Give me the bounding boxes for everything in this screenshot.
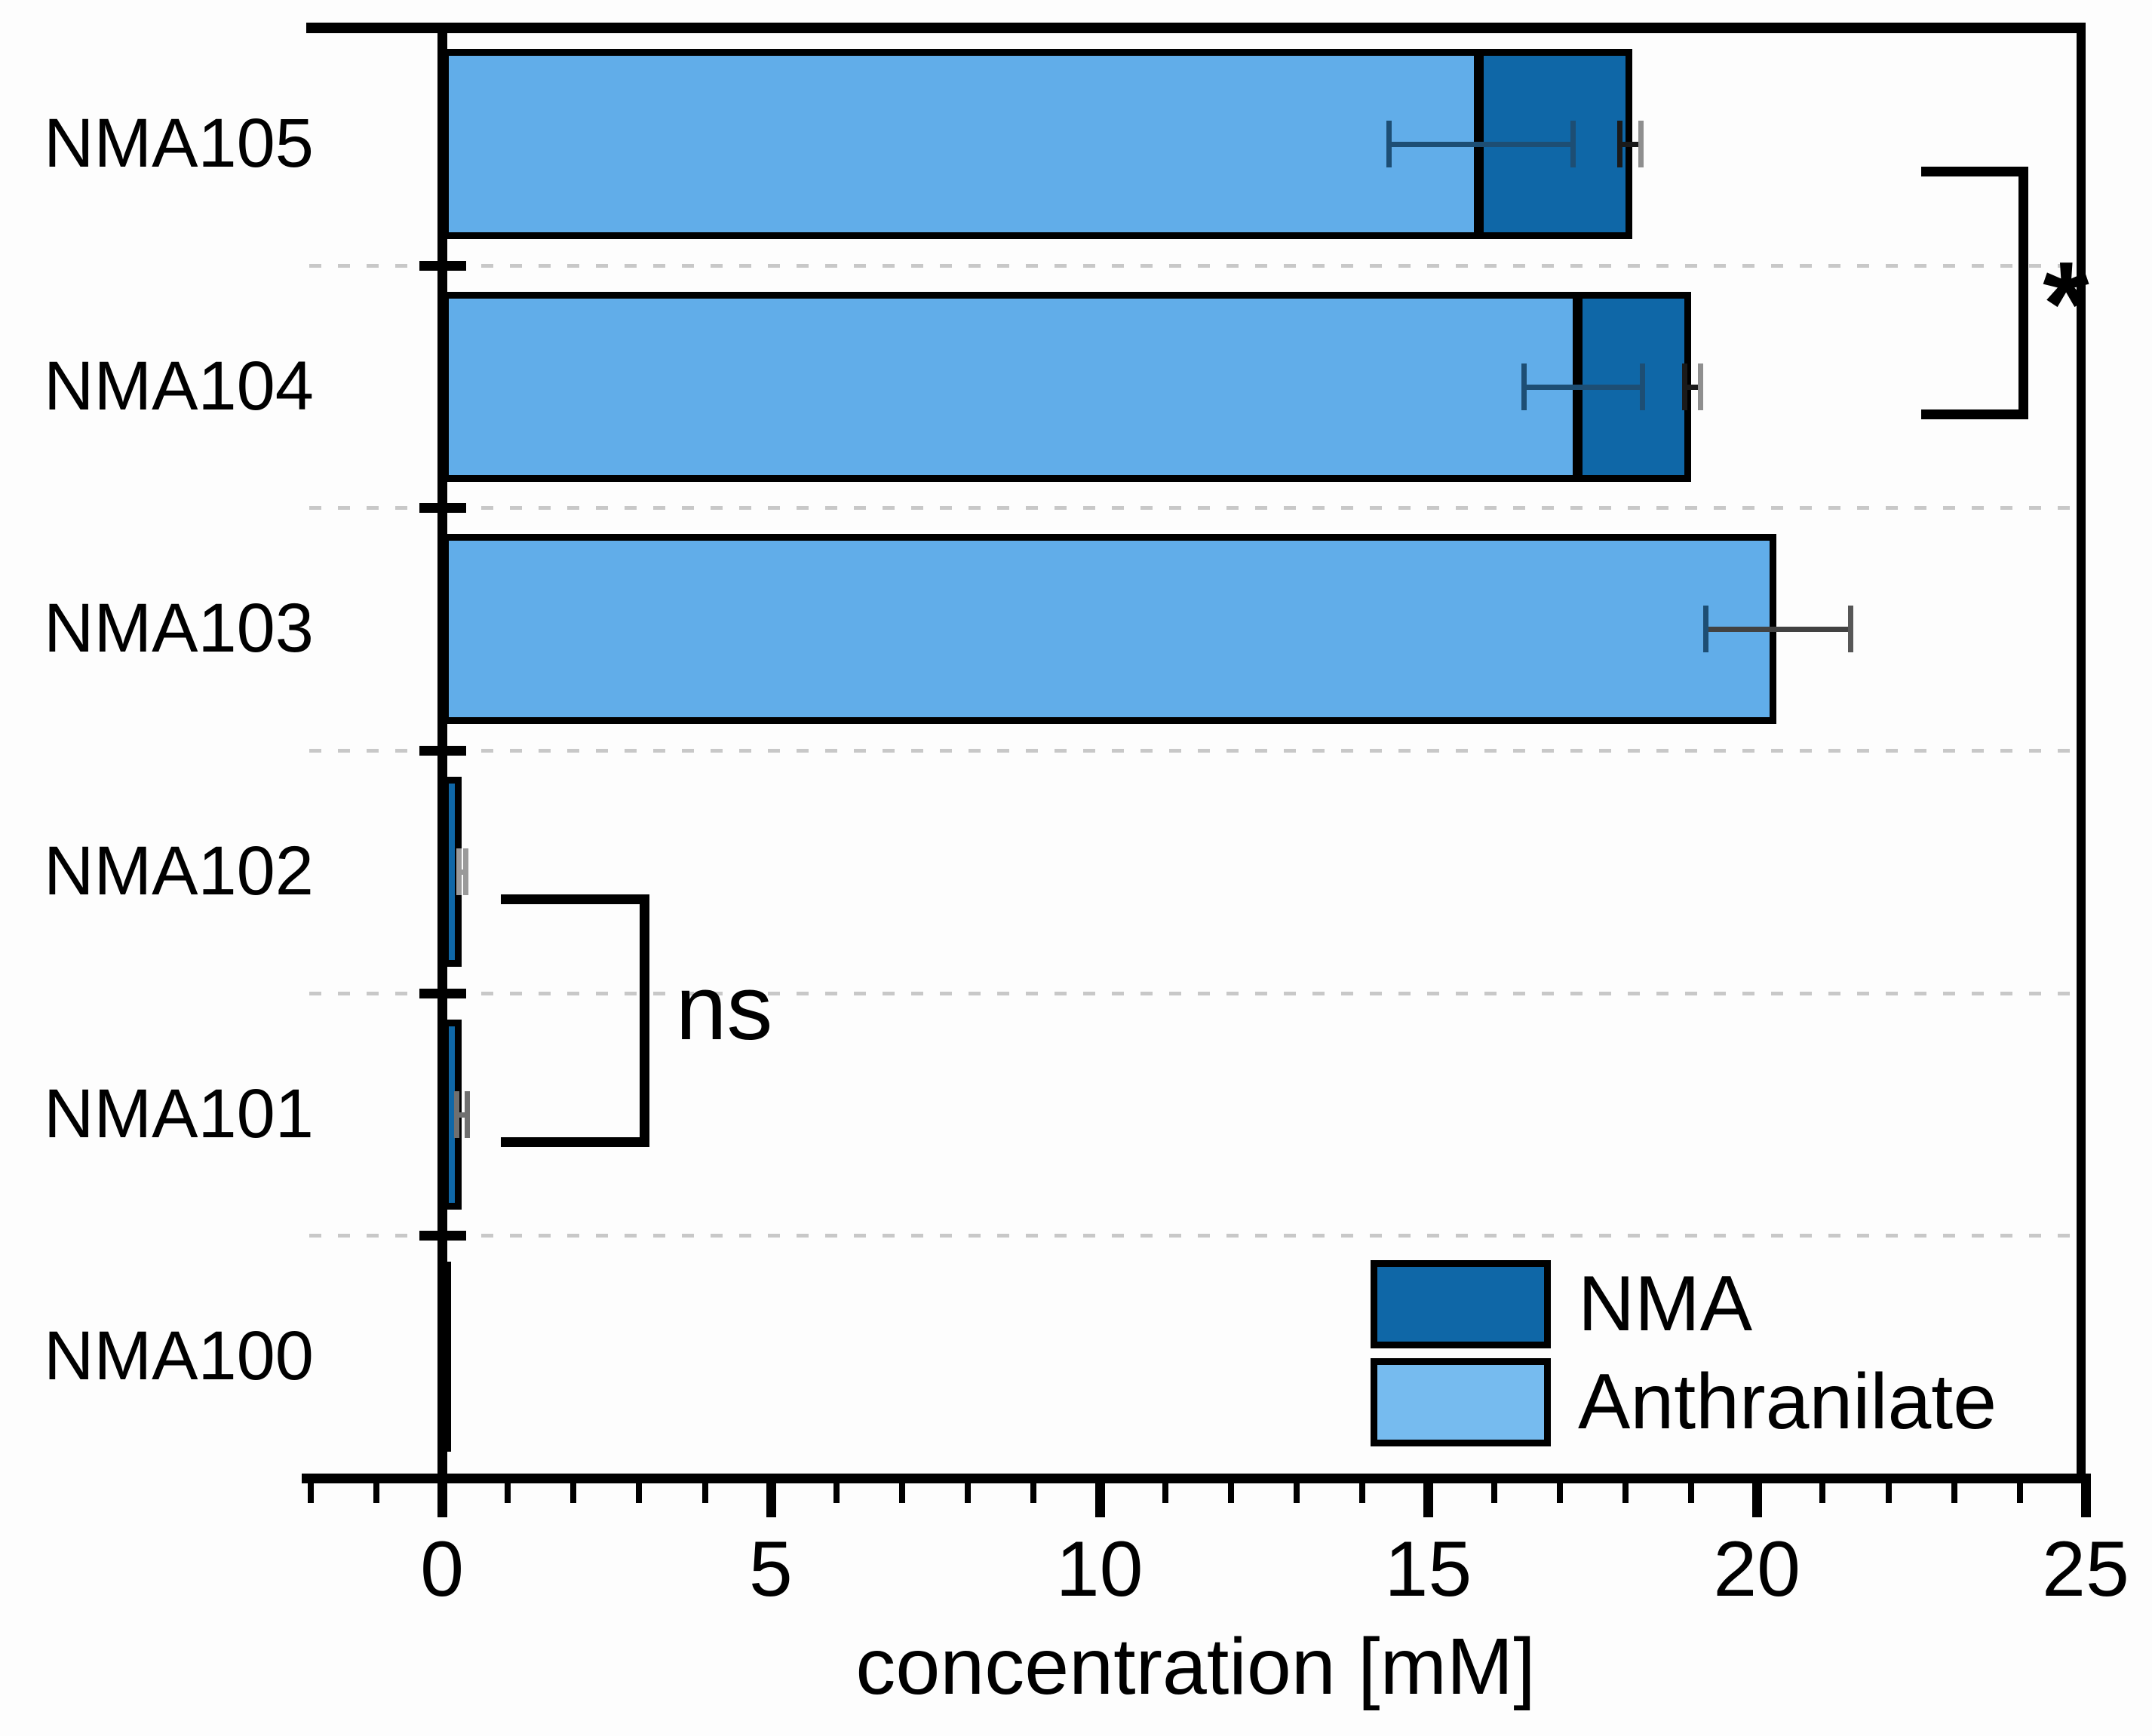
category-label: NMA103 [44,590,314,667]
x-axis-major-tick [766,1483,776,1517]
plot-frame-right [2077,23,2086,1483]
bar-segment-anthranilate [442,291,1579,482]
error-bar-cap [1847,606,1853,653]
error-bar-cap [1386,120,1392,167]
x-axis-minor-tick [1162,1483,1168,1503]
x-axis-major-tick [1752,1483,1763,1517]
category-label: NMA102 [44,832,314,909]
category-label: NMA100 [44,1317,314,1395]
error-bar-cap [465,1090,471,1138]
error-bar-line [1523,384,1642,390]
x-axis-minor-tick [636,1483,643,1503]
row-separator-gridline [309,263,2086,268]
x-tick-label: 15 [1384,1526,1472,1613]
x-axis-minor-tick [505,1483,511,1503]
x-axis-minor-tick [1556,1483,1563,1503]
x-axis-line [302,1474,2091,1483]
x-tick-label: 0 [420,1526,464,1613]
category-label: NMA101 [44,1075,314,1152]
x-axis-minor-tick [307,1483,314,1503]
significance-bracket-arm [501,1136,649,1147]
error-bar-cap [1521,363,1527,410]
error-bar-cap [1639,363,1645,410]
error-bar-line [1705,627,1850,633]
plot-frame-top [306,23,2086,33]
x-axis-title: concentration [mM] [855,1622,1536,1711]
bar-segment-anthranilate [442,48,1481,239]
x-axis-minor-tick [1819,1483,1826,1503]
error-bar-cap [1682,363,1688,410]
significance-label: ns [675,955,773,1059]
error-bar-cap [1570,120,1576,167]
x-axis-major-tick [2081,1483,2091,1517]
x-axis-minor-tick [1227,1483,1234,1503]
x-tick-label: 25 [2042,1526,2129,1613]
x-axis-minor-tick [1030,1483,1037,1503]
category-label: NMA104 [44,347,314,425]
error-bar-cap [1698,363,1704,410]
x-tick-label: 20 [1713,1526,1801,1613]
row-separator-gridline [309,749,2086,753]
error-bar-line [1619,141,1641,147]
y-axis-line [437,23,447,1483]
row-separator-gridline [309,991,2086,995]
significance-bracket-arm [501,894,649,904]
x-axis-minor-tick [373,1483,379,1503]
x-axis-major-tick [437,1483,447,1517]
x-axis-minor-tick [1951,1483,1957,1503]
x-axis-minor-tick [833,1483,840,1503]
row-separator-gridline [309,1234,2086,1238]
x-tick-label: 5 [748,1526,793,1613]
bar-segment-anthranilate [442,534,1777,725]
legend-label-anthranilate: Anthranilate [1578,1358,1997,1446]
significance-bracket-line [639,894,649,1147]
error-bar-cap [454,1090,460,1138]
legend-swatch-nma [1371,1260,1551,1348]
error-bar-line [456,1112,468,1118]
legend-label-nma: NMA [1578,1260,1753,1348]
error-bar-cap [456,848,462,895]
error-bar-cap [1638,120,1644,167]
x-axis-minor-tick [2016,1483,2023,1503]
x-axis-minor-tick [1622,1483,1629,1503]
x-axis-major-tick [1094,1483,1105,1517]
category-label: NMA105 [44,104,314,182]
significance-bracket-arm [1921,166,2029,176]
x-axis-minor-tick [1490,1483,1497,1503]
x-axis-minor-tick [965,1483,972,1503]
error-bar-cap [1703,606,1709,653]
x-axis-minor-tick [1885,1483,1892,1503]
error-bar-cap [1617,120,1623,167]
legend-swatch-anthranilate [1371,1358,1551,1446]
x-tick-label: 10 [1055,1526,1144,1613]
significance-bracket-line [2018,166,2029,419]
error-bar-cap [462,848,468,895]
x-axis-minor-tick [701,1483,708,1503]
significance-bracket-arm [1921,409,2029,419]
x-axis-major-tick [1423,1483,1434,1517]
x-axis-minor-tick [1294,1483,1300,1503]
error-bar-line [1684,384,1701,390]
row-separator-gridline [309,506,2086,511]
x-axis-minor-tick [570,1483,577,1503]
error-bar-line [1389,141,1573,147]
x-axis-minor-tick [1359,1483,1366,1503]
x-axis-minor-tick [899,1483,906,1503]
x-axis-minor-tick [1688,1483,1695,1503]
error-bar-line [458,869,465,875]
